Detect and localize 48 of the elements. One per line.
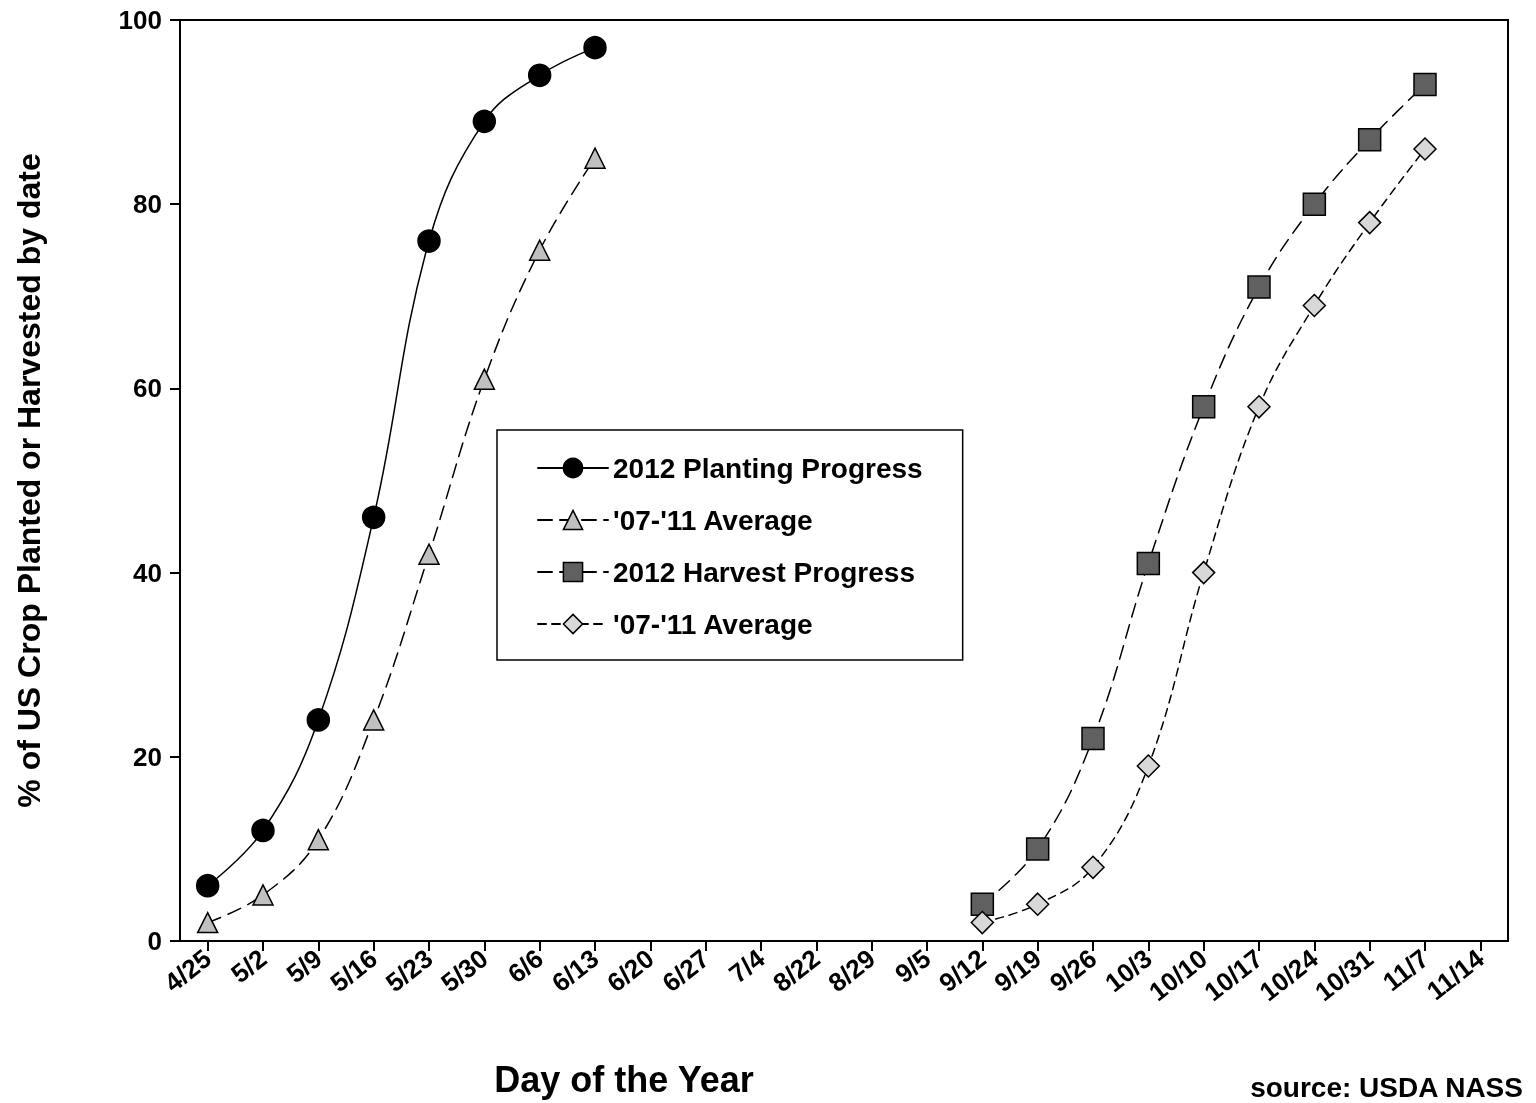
y-tick-label: 100 [118,5,162,35]
source-note: source: USDA NASS [1250,1071,1523,1103]
point [1247,275,1271,299]
point [528,239,551,261]
point [1081,726,1105,751]
point [1136,754,1161,778]
point [251,818,275,843]
point [1136,551,1161,576]
point [473,368,496,390]
y-tick-label: 80 [133,189,162,220]
point [1191,560,1216,585]
point [527,63,552,87]
point [361,505,386,530]
point [418,543,440,565]
legend-label: 2012 Planting Progress [613,452,923,484]
point [307,828,330,851]
point [252,884,274,906]
point [1302,192,1327,216]
y-tick-label: 40 [133,557,162,588]
legend-label: 2012 Harvest Progress [613,556,915,588]
point [306,708,331,732]
point [584,147,606,169]
x-axis-title: Day of the Year [494,1058,754,1100]
point [1357,210,1382,235]
legend-label: '07-'11 Average [613,608,813,640]
point [970,892,995,916]
point [1413,137,1437,161]
point [362,709,385,731]
legend-label: '07-'11 Average [613,504,813,536]
point [583,35,607,60]
point [970,910,995,935]
point [1191,395,1216,419]
y-tick-label: 60 [133,373,162,404]
x-tick-label: 5/2 [225,943,273,990]
point [1302,293,1327,318]
y-tick-label: 20 [133,741,162,772]
point [1247,395,1271,419]
point [417,229,441,253]
point [1413,72,1437,97]
point [196,911,219,934]
y-axis-title: % of US Crop Planted or Harvested by date [11,153,47,808]
point [1081,855,1105,880]
point [195,874,220,898]
point [472,109,497,134]
y-tick-label: 0 [147,926,162,956]
point [1025,892,1050,916]
point [1357,127,1382,152]
point [1025,837,1050,861]
